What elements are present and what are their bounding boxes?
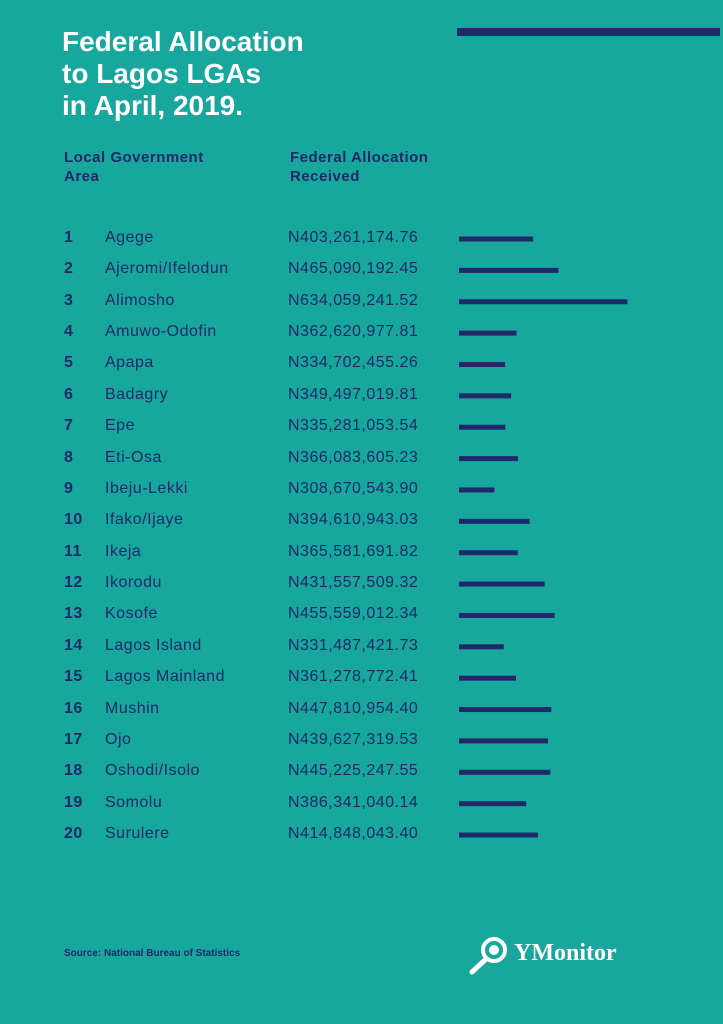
value-label: N447,810,954.40 [288,699,419,717]
bar [459,675,516,681]
logo-text: YMonitor [514,940,617,966]
bar [459,612,555,618]
lga-name: Amuwo-Odofin [105,323,217,341]
value-label: N455,559,012.34 [288,605,419,623]
lga-name: Ifako/Ijaye [105,511,184,529]
rank: 15 [64,668,83,686]
lga-name: Mushin [105,699,160,717]
rank: 1 [64,229,74,246]
lga-name: Ibeju-Lekki [105,479,188,497]
lga-name: Agege [105,229,154,246]
bar [459,456,518,462]
lga-name: Epe [105,417,135,435]
rank: 8 [64,448,74,466]
rank: 12 [64,574,83,592]
rank: 4 [64,323,74,341]
rank: 19 [64,793,83,811]
rank: 6 [64,385,74,403]
value-label: N439,627,319.53 [288,730,419,748]
value-label: N394,610,943.03 [288,511,419,529]
lga-name: Ajeromi/Ifelodun [105,260,229,278]
lga-name: Ikorodu [105,574,162,592]
lga-name: Kosofe [105,605,158,623]
rank: 9 [64,479,74,497]
rank: 11 [64,542,82,560]
rank: 14 [64,636,83,654]
bar [459,518,530,524]
bar [459,581,545,587]
rank: 5 [64,354,74,372]
lga-name: Ojo [105,730,132,748]
bar [459,393,512,399]
source: Source: National Bureau of Statistics [64,948,241,959]
value-label: N366,083,605.23 [288,448,419,466]
lga-name: Alimosho [105,291,175,309]
value-label: N465,090,192.45 [288,260,419,278]
value-label: N403,261,174.76 [288,229,419,246]
value-label: N365,581,691.82 [288,542,419,560]
value-label: N335,281,053.54 [288,417,419,435]
value-label: N634,059,241.52 [288,291,419,309]
decor-bar [457,28,720,36]
bar [459,707,552,713]
column-header: Local Government Area [64,149,204,185]
value-label: N431,557,509.32 [288,574,419,592]
value-label: N362,620,977.81 [288,323,419,341]
value-label: N334,702,455.26 [288,354,419,372]
lga-name: Eti-Osa [105,448,162,466]
lga-name: Oshodi/Isolo [105,762,200,780]
value-label: N445,225,247.55 [288,762,419,780]
logo-icon [469,937,507,975]
lga-name: Somolu [105,793,163,811]
rank: 3 [64,291,74,309]
rank: 7 [64,417,74,435]
lga-name: Lagos Island [105,636,202,654]
lga-name: Badagry [105,385,169,403]
rank: 10 [64,511,83,529]
value-label: N331,487,421.73 [288,636,419,654]
rank: 13 [64,605,83,623]
value-label: N349,497,019.81 [288,385,419,403]
value-label: N414,848,043.40 [288,825,419,843]
bar [459,424,506,430]
value-label: N361,278,772.41 [288,668,419,686]
bar [459,769,551,775]
column-header: Federal Allocation Received [290,149,429,185]
lga-name: Apapa [105,354,154,372]
bar [459,832,538,838]
bar [459,801,527,807]
rank: 16 [64,699,83,717]
chart-title: Federal Allocation to Lagos LGAs in Apri… [62,26,304,121]
bar [459,487,495,493]
rank: 17 [64,730,83,748]
bar [459,236,534,242]
value-label: N386,341,040.14 [288,793,419,811]
bar [459,267,559,273]
rank: 20 [64,825,83,843]
rank: 2 [64,260,74,278]
rank: 18 [64,762,83,780]
lga-name: Lagos Mainland [105,668,225,686]
bar [459,738,548,744]
bar [459,550,518,556]
lga-name: Ikeja [105,542,142,560]
value-label: N308,670,543.90 [288,479,419,497]
bar [459,361,506,367]
bar [459,299,628,305]
lga-name: Surulere [105,825,170,843]
bar [459,644,504,650]
bar [459,330,517,336]
